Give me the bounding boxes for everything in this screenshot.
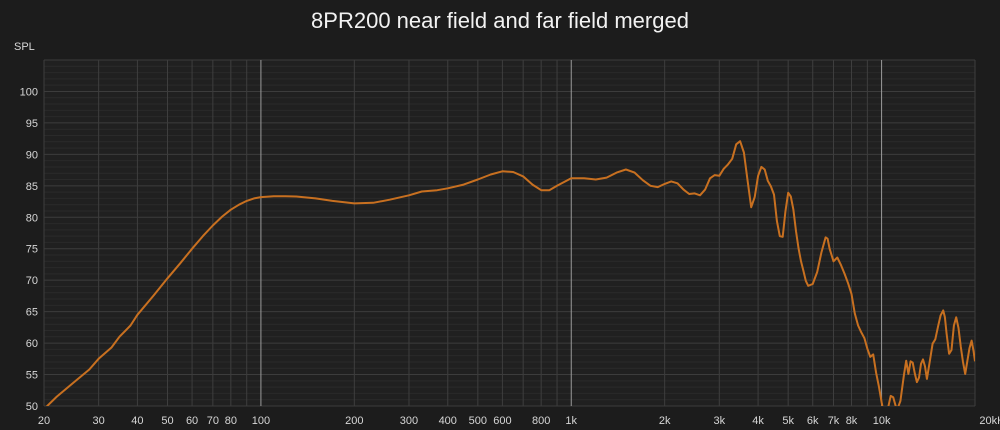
x-tick-label: 3k [714,415,726,427]
x-tick-label: 1k [565,415,577,427]
x-tick-label: 500 [469,415,487,427]
x-tick-label: 60 [186,415,198,427]
y-tick-label: 80 [26,212,38,224]
y-tick-label: 70 [26,275,38,287]
y-tick-label: 85 [26,181,38,193]
x-tick-label: 80 [225,415,237,427]
major-gridlines [44,59,975,407]
plot-area [44,60,975,406]
x-tick-label: 800 [532,415,550,427]
x-tick-labels: 20 30 40 50 60 70 80 100 200 300 400 500 600 800 1k 2k 3… [38,415,1000,427]
x-tick-label: 5k [782,415,794,427]
x-tick-label: 400 [439,415,457,427]
x-tick-label: 8k [846,415,858,427]
x-tick-label: 300 [400,415,418,427]
spl-curve [45,140,975,406]
x-tick-label: 6k [807,415,819,427]
x-tick-label: 20kHz [979,415,1000,427]
chart-title: 8PR200 near field and far field merged [311,8,689,33]
y-tick-label: 75 [26,244,38,256]
x-tick-label: 200 [345,415,363,427]
y-tick-label: 65 [26,307,38,319]
x-tick-label: 7k [828,415,840,427]
x-tick-label: 2k [659,415,671,427]
x-tick-label: 40 [131,415,143,427]
x-tick-label: 50 [161,415,173,427]
y-tick-label: 100 [20,86,38,98]
minor-gridlines [43,60,976,406]
x-tick-label: 4k [752,415,764,427]
x-tick-label: 10k [873,415,891,427]
x-tick-label: 100 [252,415,270,427]
x-tick-label: 70 [207,415,219,427]
y-tick-label: 50 [26,401,38,413]
x-tick-label: 30 [93,415,105,427]
y-tick-label: 95 [26,118,38,130]
y-axis-label: SPL [14,41,35,53]
x-tick-label: 20 [38,415,50,427]
y-tick-label: 55 [26,370,38,382]
y-tick-label: 90 [26,149,38,161]
y-tick-label: 60 [26,338,38,350]
x-tick-label: 600 [493,415,511,427]
y-tick-labels: 50 55 60 65 70 75 80 85 90 95 100 [20,86,38,413]
